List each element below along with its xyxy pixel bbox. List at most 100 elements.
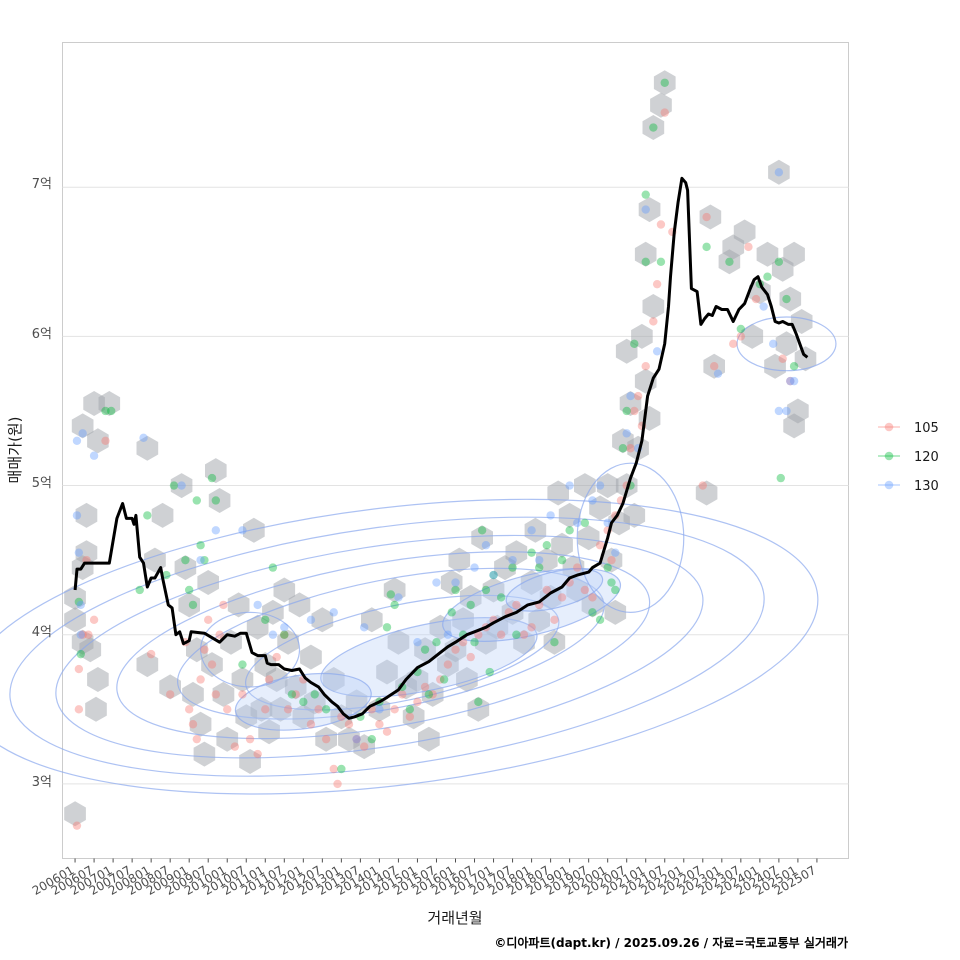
point-130 xyxy=(774,406,784,416)
hex-bin xyxy=(783,413,805,439)
hex-bin xyxy=(779,286,802,312)
hex-bin xyxy=(311,607,334,633)
point-120 xyxy=(481,585,491,595)
hex-bin xyxy=(456,667,478,692)
point-120 xyxy=(211,496,221,505)
hex-bin xyxy=(642,294,665,319)
point-120 xyxy=(337,764,346,774)
point-105 xyxy=(527,623,536,632)
hex-bin xyxy=(239,749,261,774)
point-105 xyxy=(512,600,521,610)
point-130 xyxy=(508,555,517,565)
point-120 xyxy=(135,585,144,595)
hex-bin xyxy=(623,502,646,528)
point-130 xyxy=(359,623,369,632)
point-105 xyxy=(573,563,582,572)
point-120 xyxy=(238,660,247,669)
hex-bin xyxy=(87,428,109,454)
point-105 xyxy=(641,362,650,371)
hex-bin xyxy=(505,540,528,566)
point-105 xyxy=(344,720,354,729)
point-105 xyxy=(333,779,342,789)
hex-bin xyxy=(634,241,657,267)
point-130 xyxy=(253,600,262,610)
hex-bin xyxy=(574,473,596,499)
point-120 xyxy=(489,570,498,580)
point-120 xyxy=(496,593,506,602)
point-105 xyxy=(329,764,338,774)
point-120 xyxy=(192,496,201,505)
hex-bin xyxy=(486,614,509,640)
point-120 xyxy=(789,362,799,371)
point-120 xyxy=(367,734,377,744)
point-105 xyxy=(778,354,787,363)
point-105 xyxy=(633,391,643,401)
point-130 xyxy=(72,436,82,446)
point-130 xyxy=(527,526,536,535)
point-105 xyxy=(78,630,87,639)
hex-bin xyxy=(566,577,589,603)
point-105 xyxy=(192,734,201,744)
hex-bin xyxy=(577,525,600,551)
point-120 xyxy=(603,563,612,572)
density-contour xyxy=(576,462,685,613)
hex-bin xyxy=(452,607,474,633)
point-105 xyxy=(84,630,93,639)
hex-bin xyxy=(467,696,490,722)
hex-bin xyxy=(543,629,566,655)
hex-bin xyxy=(376,659,398,685)
point-120 xyxy=(534,563,544,572)
point-120 xyxy=(386,590,396,599)
point-105 xyxy=(550,615,559,625)
point-120 xyxy=(565,526,574,535)
point-105 xyxy=(580,585,590,595)
point-105 xyxy=(451,645,460,654)
point-130 xyxy=(76,600,85,610)
hex-bin xyxy=(205,458,227,484)
hex-bin xyxy=(277,629,299,655)
hex-bin xyxy=(170,473,193,499)
legend-key xyxy=(884,451,894,461)
hex-bin xyxy=(783,241,805,267)
point-105 xyxy=(314,705,323,714)
hex-bin xyxy=(64,584,86,610)
point-105 xyxy=(428,690,437,699)
hex-bin xyxy=(269,696,292,722)
point-105 xyxy=(649,317,658,326)
point-130 xyxy=(74,548,84,557)
point-130 xyxy=(774,168,784,177)
hex-bin xyxy=(243,517,265,543)
hex-bin xyxy=(212,681,235,707)
point-120 xyxy=(736,324,746,334)
x-axis-title: 거래년월 xyxy=(427,909,482,927)
point-105 xyxy=(436,675,445,684)
point-105 xyxy=(238,690,247,699)
point-130 xyxy=(489,570,498,580)
hex-bin xyxy=(189,711,212,737)
hex-bin xyxy=(300,644,322,670)
hex-bin xyxy=(136,652,159,678)
point-105 xyxy=(245,734,255,744)
hex-bin xyxy=(353,734,375,760)
point-105 xyxy=(595,541,605,550)
point-105 xyxy=(230,742,240,751)
y-tick-label: 4억 xyxy=(32,625,52,640)
y-tick-label: 6억 xyxy=(32,327,52,342)
trend-line-layer xyxy=(73,176,809,720)
point-105 xyxy=(736,332,746,341)
point-120 xyxy=(162,570,171,580)
point-120 xyxy=(420,645,430,654)
density-contour xyxy=(736,316,837,372)
point-120 xyxy=(101,406,110,416)
point-120 xyxy=(451,585,460,595)
point-105 xyxy=(413,697,422,707)
point-105 xyxy=(496,630,506,639)
point-105 xyxy=(321,734,331,744)
hex-bin xyxy=(790,309,813,334)
point-130 xyxy=(280,623,289,632)
point-130 xyxy=(470,563,479,572)
hex-bin xyxy=(79,637,102,663)
point-130 xyxy=(652,347,662,356)
point-120 xyxy=(485,667,494,677)
point-120 xyxy=(588,608,597,617)
